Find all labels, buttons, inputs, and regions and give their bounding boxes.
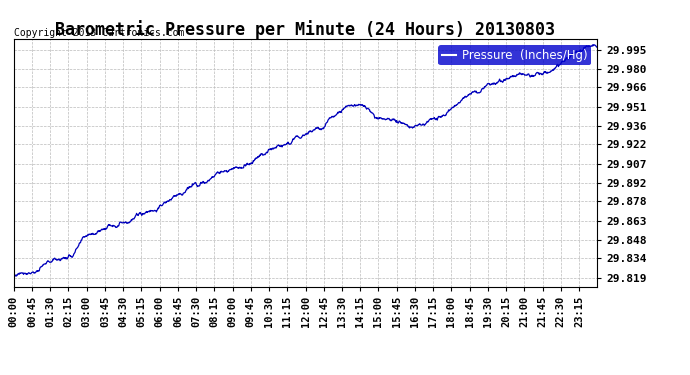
Text: Copyright 2013 Cartronics.com: Copyright 2013 Cartronics.com (14, 28, 185, 38)
Legend: Pressure  (Inches/Hg): Pressure (Inches/Hg) (438, 45, 591, 65)
Title: Barometric Pressure per Minute (24 Hours) 20130803: Barometric Pressure per Minute (24 Hours… (55, 20, 555, 39)
